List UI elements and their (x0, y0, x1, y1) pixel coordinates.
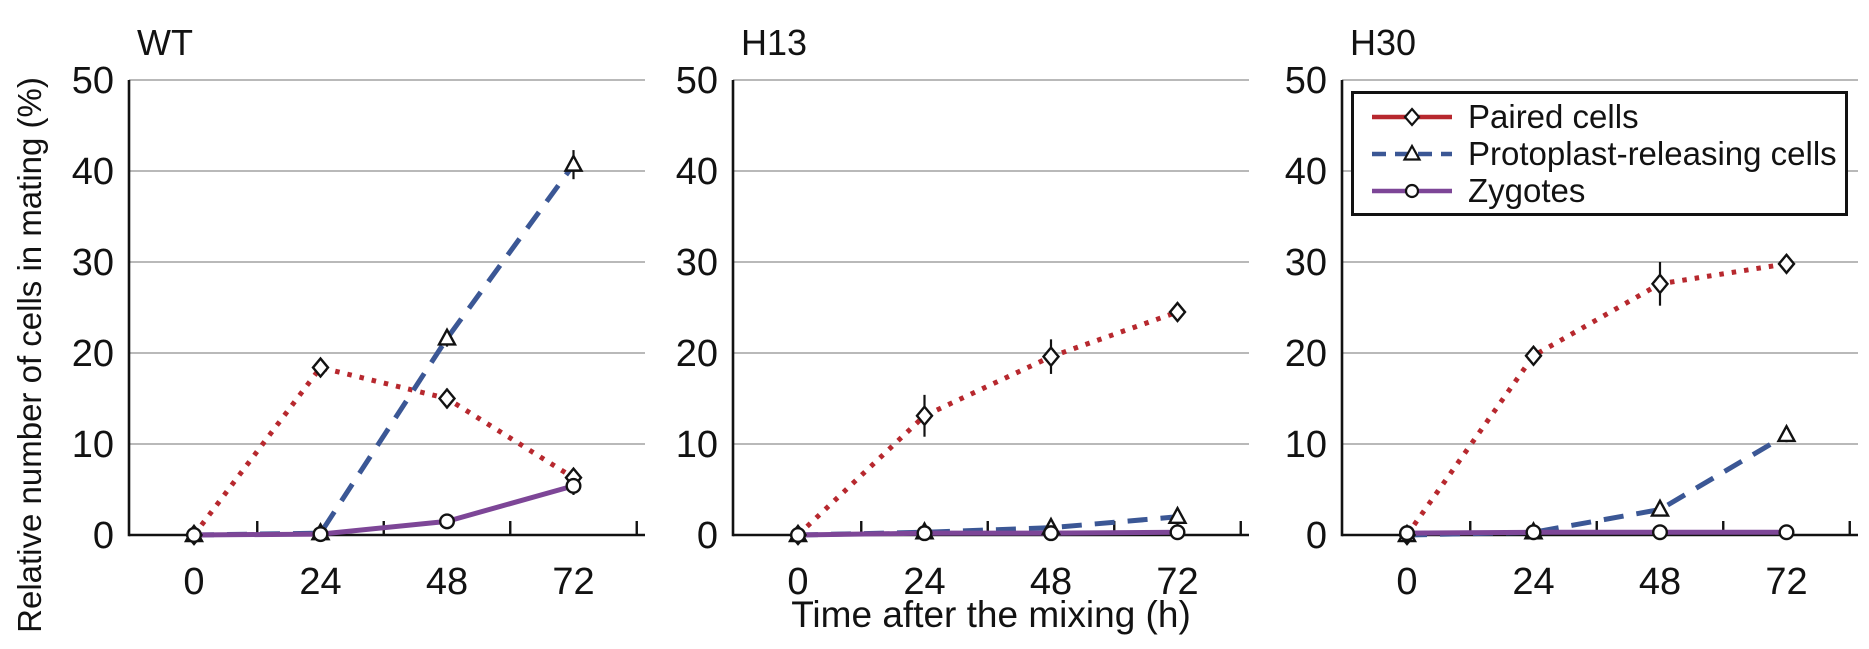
triangle-marker (1649, 498, 1671, 517)
legend-item-protoplast-releasing-cells: Protoplast-releasing cells (1366, 136, 1845, 172)
paired-cells-line-sample-icon (1372, 106, 1452, 127)
legend: Paired cells Protoplast-releasing cells … (1351, 91, 1848, 216)
x-tick-label: 48 (426, 561, 468, 603)
diamond-marker (1403, 106, 1421, 127)
x-tick-label: 48 (1030, 561, 1072, 603)
series-line-circle (797, 529, 1178, 538)
panel-WT: 0 10 20 30 40 50 0 24 48 72 (72, 60, 645, 603)
series-line-diamond (192, 365, 575, 537)
series-line-circle (193, 483, 575, 538)
y-tick-label: 10 (1285, 424, 1327, 466)
y-tick-label: 30 (676, 242, 718, 284)
circle-marker (1169, 524, 1186, 541)
series-line-circle (1406, 529, 1787, 536)
x-tick-label: 72 (1765, 561, 1807, 603)
y-axis-title: Relative number of cells in mating (%) (11, 77, 48, 633)
legend-item-zygotes: Zygotes (1366, 173, 1845, 209)
y-tick-label: 20 (676, 333, 718, 375)
circle-marker (185, 527, 202, 544)
zygotes-line-sample-icon (1372, 183, 1452, 198)
panel-title-h13: H13 (741, 22, 808, 63)
diamond-marker (1650, 272, 1670, 295)
protoplast-releasing-cells-line-sample-icon (1372, 143, 1452, 161)
circle-marker (439, 513, 456, 530)
circle-marker (565, 477, 582, 494)
triangle-marker (563, 153, 584, 172)
y-tick-label: 0 (1306, 515, 1327, 557)
circle-marker (312, 526, 329, 543)
triangle-marker (1776, 423, 1797, 443)
y-tick-label: 0 (697, 515, 718, 557)
y-tick-label: 50 (676, 60, 718, 102)
series-line-diamond (796, 309, 1179, 537)
y-tick-label: 50 (1285, 60, 1327, 102)
triangle-marker (1167, 505, 1188, 524)
diamond-marker (311, 356, 330, 379)
x-tick-label: 24 (1512, 561, 1554, 603)
series-line-diamond (1404, 261, 1787, 537)
legend-label: Protoplast-releasing cells (1468, 135, 1837, 172)
x-tick-label: 24 (903, 561, 945, 603)
circle-marker (1651, 524, 1668, 541)
triangle-marker (1402, 143, 1422, 161)
y-tick-label: 50 (72, 60, 114, 102)
x-tick-label: 0 (787, 561, 808, 603)
circle-marker (1525, 524, 1542, 541)
y-tick-label: 30 (1285, 242, 1327, 284)
circle-marker (1398, 525, 1415, 542)
legend-label: Zygotes (1468, 172, 1586, 209)
diamond-marker (437, 387, 457, 410)
diamond-marker (1168, 301, 1187, 323)
circle-marker (1042, 525, 1059, 542)
y-tick-label: 10 (676, 424, 718, 466)
diamond-marker (915, 404, 934, 427)
diamond-marker (1777, 252, 1796, 275)
y-tick-label: 40 (676, 151, 718, 193)
circle-marker (1778, 524, 1795, 541)
y-tick-label: 40 (72, 151, 114, 193)
y-tick-label: 10 (72, 424, 114, 466)
y-tick-label: 40 (1285, 151, 1327, 193)
x-tick-label: 0 (1396, 561, 1417, 603)
panel-title-h30: H30 (1350, 22, 1417, 63)
panel-H13: 0 10 20 30 40 50 0 24 48 72 (676, 60, 1249, 603)
x-tick-label: 24 (299, 561, 341, 603)
y-tick-label: 0 (93, 515, 114, 557)
y-tick-label: 20 (1285, 333, 1327, 375)
legend-item-paired-cells: Paired cells (1366, 99, 1845, 135)
panel-H30: 0 10 20 30 40 50 0 24 48 72 (1285, 60, 1858, 603)
circle-marker (790, 527, 807, 544)
triangle-marker (436, 327, 458, 346)
y-tick-label: 30 (72, 242, 114, 284)
panel-title-wt: WT (137, 22, 193, 63)
x-axis-title: Time after the mixing (h) (791, 594, 1191, 635)
circle-marker (916, 525, 933, 542)
circle-marker (1404, 183, 1420, 198)
diamond-marker (1041, 345, 1061, 368)
series-line-triangle (193, 163, 576, 538)
x-tick-label: 72 (552, 561, 594, 603)
x-tick-label: 0 (183, 561, 204, 603)
series-line-triangle (1406, 432, 1788, 538)
legend-label: Paired cells (1468, 98, 1639, 135)
series-line-triangle (797, 514, 1178, 538)
x-tick-label: 72 (1156, 561, 1198, 603)
y-tick-label: 20 (72, 333, 114, 375)
x-tick-label: 48 (1639, 561, 1681, 603)
diamond-marker (1524, 344, 1543, 367)
